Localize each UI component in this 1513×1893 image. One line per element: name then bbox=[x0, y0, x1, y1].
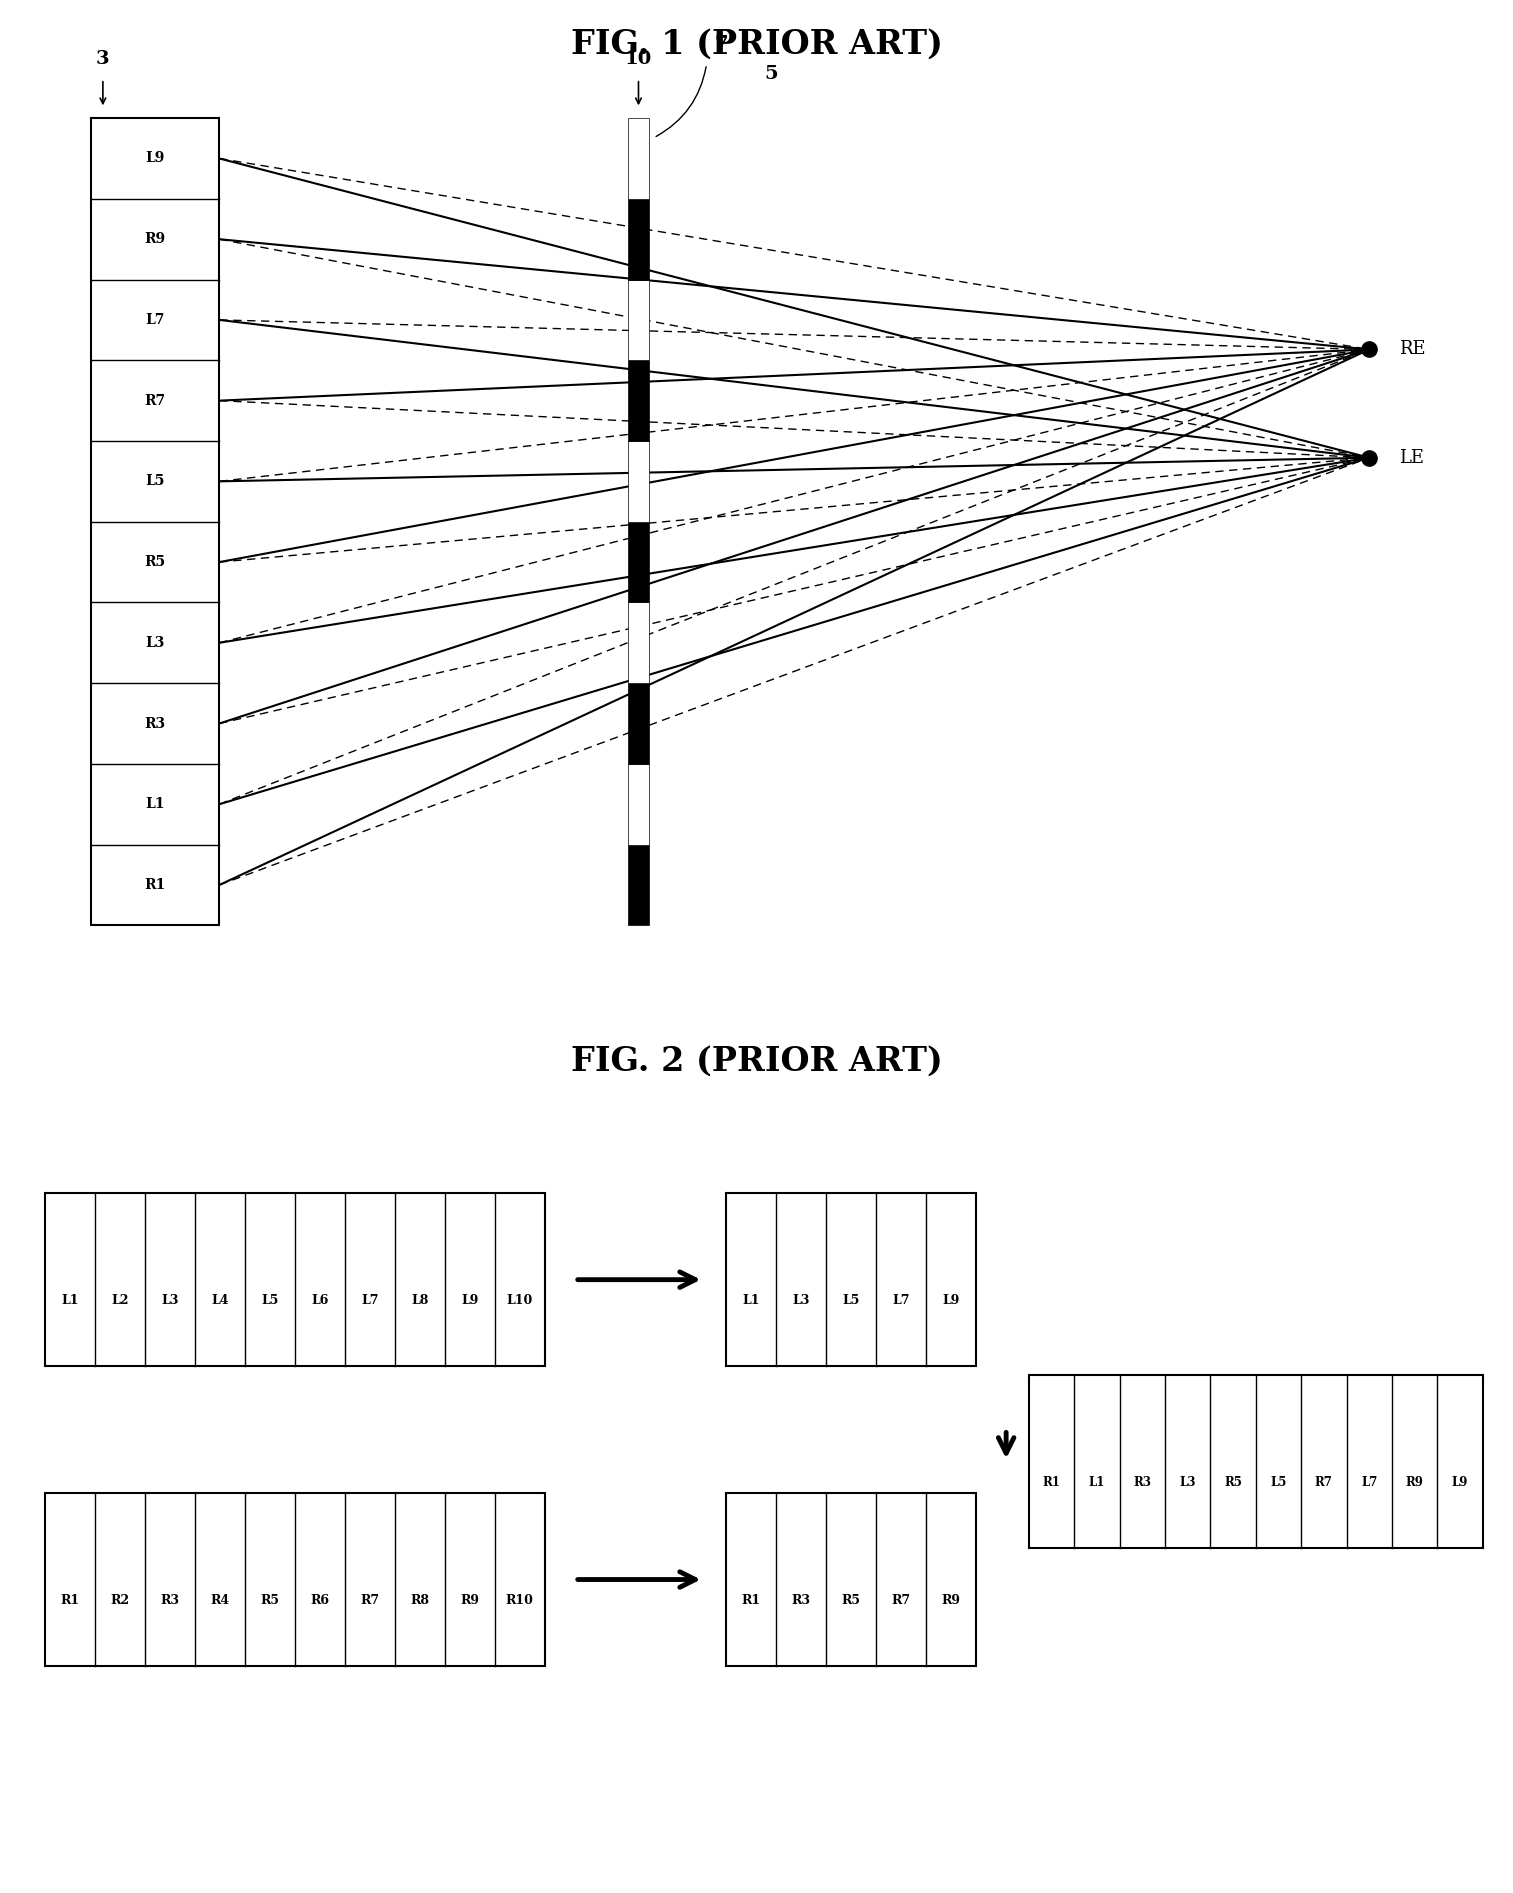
Bar bbox=[628, 441, 649, 522]
Text: L2: L2 bbox=[112, 1295, 129, 1306]
Text: L3: L3 bbox=[793, 1295, 809, 1306]
Bar bbox=[91, 117, 219, 926]
Text: R1: R1 bbox=[1042, 1477, 1061, 1488]
Text: R9: R9 bbox=[941, 1594, 961, 1607]
Bar bbox=[628, 844, 649, 926]
Text: RE: RE bbox=[1400, 341, 1427, 358]
Bar bbox=[726, 1193, 976, 1367]
Text: R4: R4 bbox=[210, 1594, 230, 1607]
Text: R9: R9 bbox=[1406, 1477, 1424, 1488]
Text: L9: L9 bbox=[145, 151, 165, 165]
Text: R9: R9 bbox=[460, 1594, 480, 1607]
Text: LE: LE bbox=[1400, 449, 1425, 468]
Text: R7: R7 bbox=[360, 1594, 380, 1607]
Text: R3: R3 bbox=[145, 717, 165, 731]
Text: L5: L5 bbox=[1271, 1477, 1286, 1488]
Text: R8: R8 bbox=[410, 1594, 430, 1607]
Bar bbox=[628, 117, 649, 199]
Text: FIG. 1 (PRIOR ART): FIG. 1 (PRIOR ART) bbox=[570, 28, 943, 61]
Text: L3: L3 bbox=[1180, 1477, 1195, 1488]
Text: R3: R3 bbox=[160, 1594, 180, 1607]
Text: R3: R3 bbox=[1133, 1477, 1151, 1488]
Bar bbox=[628, 683, 649, 765]
Text: R9: R9 bbox=[145, 233, 165, 246]
Text: L6: L6 bbox=[312, 1295, 328, 1306]
Text: R2: R2 bbox=[110, 1594, 130, 1607]
Bar bbox=[45, 1193, 545, 1367]
Text: R6: R6 bbox=[310, 1594, 330, 1607]
Text: L8: L8 bbox=[412, 1295, 428, 1306]
Text: R10: R10 bbox=[505, 1594, 534, 1607]
Text: R1: R1 bbox=[741, 1594, 761, 1607]
Text: L3: L3 bbox=[145, 636, 165, 649]
Text: R5: R5 bbox=[841, 1594, 861, 1607]
Bar bbox=[628, 522, 649, 602]
Bar bbox=[628, 360, 649, 441]
Text: L1: L1 bbox=[1089, 1477, 1104, 1488]
Text: L5: L5 bbox=[262, 1295, 278, 1306]
Text: L9: L9 bbox=[1452, 1477, 1468, 1488]
Text: L7: L7 bbox=[893, 1295, 909, 1306]
Text: L7: L7 bbox=[1362, 1477, 1377, 1488]
Text: L1: L1 bbox=[743, 1295, 760, 1306]
Text: R7: R7 bbox=[1315, 1477, 1333, 1488]
Bar bbox=[628, 765, 649, 844]
Text: R1: R1 bbox=[61, 1594, 80, 1607]
Text: L7: L7 bbox=[362, 1295, 378, 1306]
Text: L10: L10 bbox=[507, 1295, 533, 1306]
Text: R5: R5 bbox=[145, 555, 165, 570]
Bar bbox=[628, 602, 649, 683]
Text: 3: 3 bbox=[95, 49, 110, 68]
Text: 7: 7 bbox=[716, 36, 728, 53]
Text: 5: 5 bbox=[764, 64, 779, 83]
Text: 10: 10 bbox=[625, 49, 652, 68]
Bar bbox=[628, 199, 649, 280]
Text: L1: L1 bbox=[145, 797, 165, 812]
Text: R3: R3 bbox=[791, 1594, 811, 1607]
Bar bbox=[628, 280, 649, 360]
Text: R5: R5 bbox=[1224, 1477, 1242, 1488]
Text: R7: R7 bbox=[145, 394, 165, 407]
Text: L7: L7 bbox=[145, 312, 165, 327]
Bar bbox=[45, 1494, 545, 1666]
Text: L5: L5 bbox=[843, 1295, 859, 1306]
Text: R5: R5 bbox=[260, 1594, 280, 1607]
Text: L5: L5 bbox=[145, 475, 165, 488]
Text: L4: L4 bbox=[212, 1295, 228, 1306]
Text: L1: L1 bbox=[62, 1295, 79, 1306]
Bar bbox=[726, 1494, 976, 1666]
Text: FIG. 2 (PRIOR ART): FIG. 2 (PRIOR ART) bbox=[570, 1045, 943, 1079]
Text: R7: R7 bbox=[891, 1594, 911, 1607]
Text: L9: L9 bbox=[943, 1295, 959, 1306]
Text: L3: L3 bbox=[162, 1295, 179, 1306]
Bar bbox=[1029, 1374, 1483, 1548]
Text: L9: L9 bbox=[461, 1295, 478, 1306]
Text: R1: R1 bbox=[144, 878, 166, 892]
